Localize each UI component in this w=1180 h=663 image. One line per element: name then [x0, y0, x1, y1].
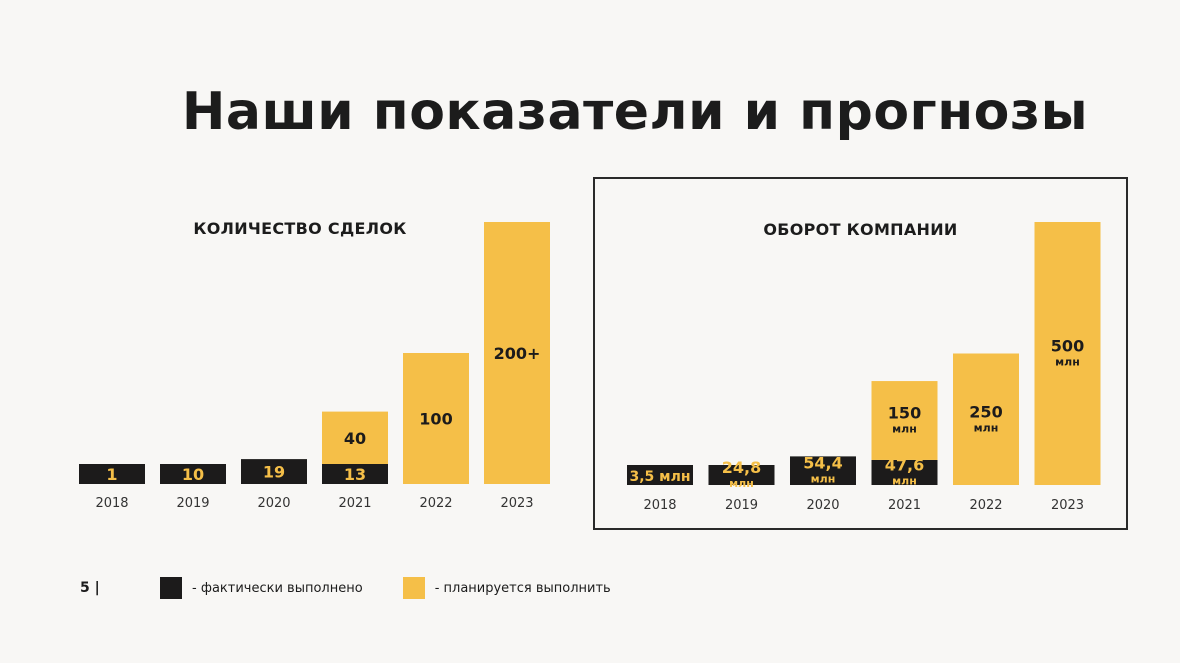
turnover-bar-planned-2022 [953, 353, 1019, 485]
legend-label-actual: - фактически выполнено [192, 580, 363, 596]
legend-item-planned: - планируется выполнить [402, 577, 611, 599]
turnover-tick-label-2020: 2020 [806, 498, 839, 513]
footer: 5 | - фактически выполнено - планируется… [80, 576, 651, 600]
turnover-tick-label-2018: 2018 [643, 498, 676, 513]
turnover-tick-label-2019: 2019 [725, 498, 758, 513]
turnover-bar-actual-2018 [627, 465, 693, 485]
page-number: 5 | [80, 580, 100, 596]
deals-tick-label-2020: 2020 [257, 496, 290, 511]
deals-value-label-planned-2023: 200+ [494, 344, 541, 363]
turnover-chart: ОБОРОТ КОМПАНИИ 3,5 млн 2018 24,8 млн 2019 54… [593, 177, 1128, 530]
deals-tick-label-2023: 2023 [500, 496, 533, 511]
deals-bar-actual-2019 [160, 464, 226, 484]
deals-value-label-actual-2019: 10 [182, 465, 204, 484]
deals-tick-label-2018: 2018 [95, 496, 128, 511]
turnover-bar-planned-2021 [871, 381, 938, 460]
deals-chart: КОЛИЧЕСТВО СДЕЛОК 1 2018 10 2019 19 2020 13 40 2… [60, 200, 580, 530]
turnover-value-label-actual-2021: 47,6 млн [885, 455, 924, 487]
turnover-tick-label-2023: 2023 [1051, 498, 1084, 513]
deals-value-label-actual-2021: 13 [344, 465, 366, 484]
deals-value-label-actual-2020: 19 [263, 463, 285, 482]
turnover-bar-actual-2021 [871, 459, 938, 485]
turnover-bar-actual-2019 [708, 465, 775, 485]
chart-title-deals: КОЛИЧЕСТВО СДЕЛОК [193, 219, 407, 238]
turnover-value-label-actual-2018: 3,5 млн [629, 469, 690, 485]
deals-bar-actual-2020 [241, 459, 307, 484]
turnover-value-label-planned-2023: 500 млн [1051, 337, 1084, 369]
page-title: Наши показатели и прогнозы [181, 82, 1089, 142]
deals-tick-label-2021: 2021 [338, 496, 371, 511]
turnover-value-label-actual-2019: 24,8 млн [722, 458, 761, 490]
deals-tick-label-2022: 2022 [419, 496, 452, 511]
turnover-value-label-planned-2021: 150 млн [888, 404, 921, 436]
turnover-chart-svg: 3,5 млн 2018 24,8 млн 2019 54,4 млн 2020 47,6 млн… [627, 222, 1101, 513]
deals-bar-planned-2022 [403, 353, 469, 484]
deals-bar-actual-2021 [322, 464, 388, 484]
turnover-tick-label-2021: 2021 [888, 498, 921, 513]
turnover-tick-label-2022: 2022 [969, 498, 1002, 513]
deals-value-label-planned-2022: 100 [419, 410, 452, 429]
chart-title-turnover: ОБОРОТ КОМПАНИИ [763, 220, 958, 239]
legend-swatch-planned [402, 577, 425, 599]
deals-bar-planned-2021 [322, 411, 388, 464]
deals-tick-label-2019: 2019 [176, 496, 209, 511]
deals-value-label-planned-2021: 40 [344, 429, 366, 448]
legend-label-planned: - планируется выполнить [434, 580, 611, 596]
deals-bar-actual-2018 [79, 464, 145, 484]
deals-value-label-actual-2018: 1 [106, 465, 117, 484]
legend-swatch-actual [160, 577, 182, 599]
deals-chart-svg: 1 2018 10 2019 19 2020 13 40 2021 100 2022 200+ 2023 [79, 222, 550, 511]
turnover-bar-planned-2023 [1034, 222, 1101, 485]
turnover-value-label-planned-2022: 250 млн [969, 402, 1002, 434]
legend-item-actual: - фактически выполнено [160, 577, 363, 599]
deals-bar-planned-2023 [484, 222, 550, 484]
turnover-value-label-actual-2020: 54,4 млн [803, 454, 842, 486]
turnover-bar-actual-2020 [790, 456, 856, 485]
